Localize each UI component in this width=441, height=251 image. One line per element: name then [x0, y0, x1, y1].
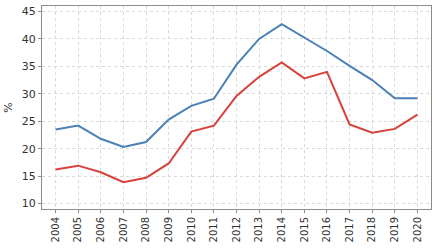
svg-text:2009: 2009	[163, 217, 174, 242]
svg-text:25: 25	[22, 115, 36, 128]
svg-text:%: %	[2, 102, 15, 112]
svg-text:2006: 2006	[95, 217, 106, 242]
svg-text:2017: 2017	[344, 217, 355, 242]
svg-text:2019: 2019	[389, 217, 400, 242]
svg-text:2014: 2014	[276, 217, 287, 242]
svg-text:2012: 2012	[231, 217, 242, 242]
svg-text:2007: 2007	[118, 217, 129, 242]
svg-text:2020: 2020	[412, 217, 423, 242]
svg-text:2016: 2016	[321, 217, 332, 242]
svg-text:40: 40	[22, 33, 36, 46]
svg-text:2005: 2005	[72, 217, 83, 242]
svg-text:45: 45	[22, 5, 36, 18]
svg-text:2015: 2015	[299, 217, 310, 242]
svg-text:2004: 2004	[50, 217, 61, 242]
svg-text:10: 10	[22, 197, 36, 210]
svg-text:2008: 2008	[140, 217, 151, 242]
svg-text:20: 20	[22, 143, 36, 156]
svg-text:15: 15	[22, 170, 36, 183]
svg-text:2010: 2010	[186, 217, 197, 242]
svg-text:35: 35	[22, 60, 36, 73]
svg-text:2018: 2018	[366, 217, 377, 242]
svg-text:30: 30	[22, 88, 36, 101]
svg-text:2011: 2011	[208, 217, 219, 242]
svg-text:2013: 2013	[253, 217, 264, 242]
